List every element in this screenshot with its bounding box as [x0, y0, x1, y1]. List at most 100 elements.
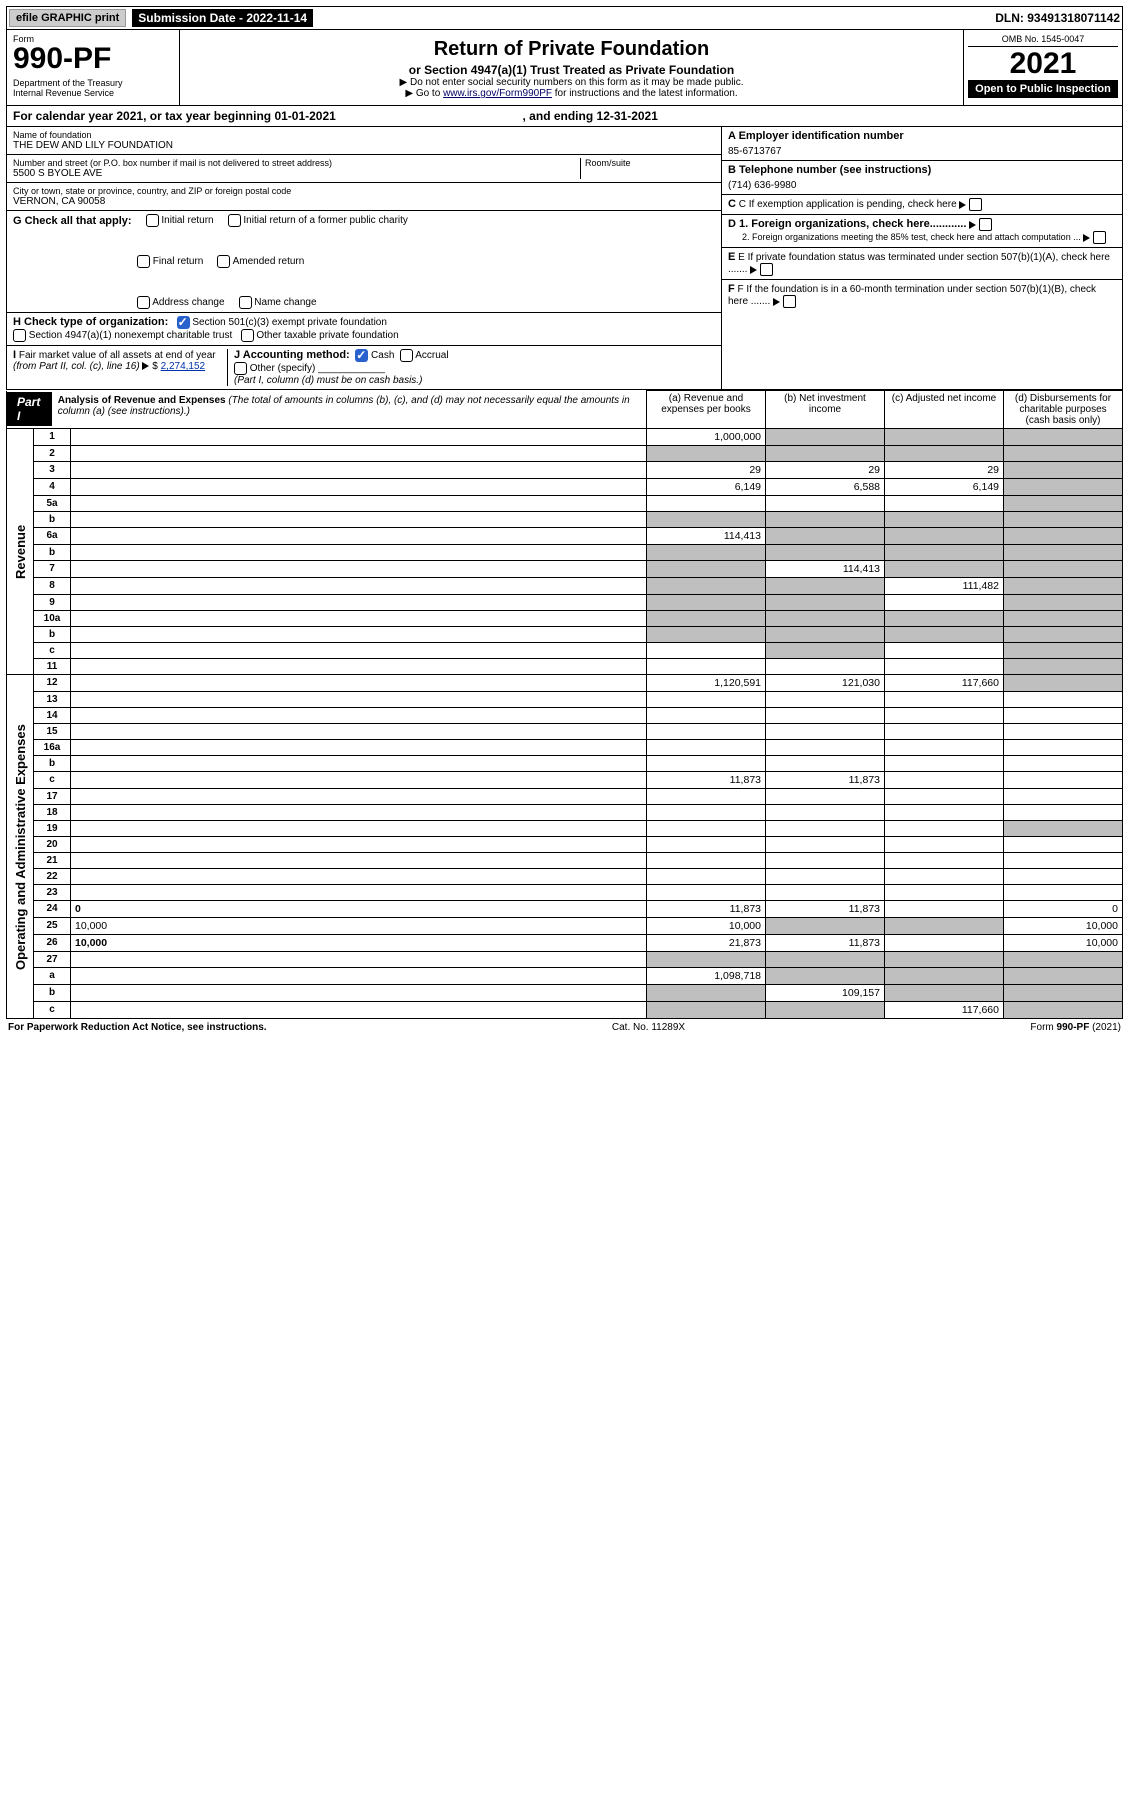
table-row: c [7, 643, 1123, 659]
line-desc [71, 675, 647, 692]
line-desc [71, 659, 647, 675]
cell-c [885, 837, 1004, 853]
cell-b [766, 708, 885, 724]
line-number: 15 [34, 724, 71, 740]
cell-a: 1,098,718 [647, 968, 766, 985]
cell-a [647, 724, 766, 740]
calendar-year-line: For calendar year 2021, or tax year begi… [6, 106, 1123, 127]
j-accrual[interactable]: Accrual [400, 350, 449, 361]
cell-d [1004, 462, 1123, 479]
cell-a: 114,413 [647, 528, 766, 545]
line-desc [71, 578, 647, 595]
expenses-sidelabel: Operating and Administrative Expenses [7, 675, 34, 1019]
cell-a: 11,873 [647, 901, 766, 918]
g-opt-address[interactable]: Address change [137, 296, 225, 309]
cell-d [1004, 643, 1123, 659]
line-desc [71, 446, 647, 462]
efile-button[interactable]: efile GRAPHIC print [9, 9, 126, 27]
year-box: OMB No. 1545-0047 2021 Open to Public In… [963, 30, 1122, 105]
line-number: 22 [34, 869, 71, 885]
cell-a [647, 611, 766, 627]
d1-label: D 1. Foreign organizations, check here..… [728, 218, 966, 230]
cell-c [885, 561, 1004, 578]
line-number: 11 [34, 659, 71, 675]
h-opt-other[interactable]: Other taxable private foundation [241, 330, 399, 341]
cell-b [766, 627, 885, 643]
footer-mid: Cat. No. 11289X [612, 1022, 685, 1033]
name-label: Name of foundation [13, 130, 715, 140]
b-label: B Telephone number (see instructions) [728, 164, 1116, 176]
line-desc [71, 611, 647, 627]
cell-d [1004, 528, 1123, 545]
cell-a [647, 627, 766, 643]
g-opt-initial-former[interactable]: Initial return of a former public charit… [228, 214, 408, 227]
cell-b [766, 578, 885, 595]
line-number: 2 [34, 446, 71, 462]
city-cell: City or town, state or province, country… [7, 183, 721, 211]
cell-d [1004, 479, 1123, 496]
cell-b [766, 724, 885, 740]
c-checkbox[interactable] [969, 198, 982, 211]
d2-checkbox[interactable] [1093, 231, 1106, 244]
h-opt-501c3[interactable]: Section 501(c)(3) exempt private foundat… [177, 317, 387, 328]
line-number: c [34, 643, 71, 659]
table-row: 5a [7, 496, 1123, 512]
line-desc [71, 627, 647, 643]
j-cash[interactable]: Cash [355, 350, 394, 361]
dept-text: Department of the Treasury Internal Reve… [13, 78, 173, 98]
line-desc [71, 885, 647, 901]
table-row: 16a [7, 740, 1123, 756]
cell-b [766, 528, 885, 545]
cell-d: 10,000 [1004, 935, 1123, 952]
arrow-icon [750, 266, 757, 274]
cell-a [647, 885, 766, 901]
j-other[interactable]: Other (specify) [234, 363, 315, 374]
page-footer: For Paperwork Reduction Act Notice, see … [6, 1019, 1123, 1036]
cell-d [1004, 985, 1123, 1002]
line-number: 16a [34, 740, 71, 756]
cell-c [885, 772, 1004, 789]
cell-b [766, 496, 885, 512]
table-row: 2510,00010,00010,000 [7, 918, 1123, 935]
form-note1: ▶ Do not enter social security numbers o… [186, 77, 957, 88]
g-opt-final[interactable]: Final return [137, 255, 203, 268]
cell-d [1004, 789, 1123, 805]
line-desc [71, 968, 647, 985]
table-row: 14 [7, 708, 1123, 724]
form-link[interactable]: www.irs.gov/Form990PF [443, 88, 552, 99]
col-b-head: (b) Net investment income [766, 391, 885, 429]
h-label: H Check type of organization: [13, 316, 168, 328]
cell-b [766, 837, 885, 853]
cell-b [766, 968, 885, 985]
cell-c [885, 528, 1004, 545]
j-note: (Part I, column (d) must be on cash basi… [234, 375, 422, 386]
c-label: C If exemption application is pending, c… [739, 199, 957, 210]
line-desc [71, 837, 647, 853]
part1-table: Part I Analysis of Revenue and Expenses … [6, 390, 1123, 1019]
f-cell: F F If the foundation is in a 60-month t… [722, 280, 1122, 311]
table-row: 46,1496,5886,149 [7, 479, 1123, 496]
cell-d [1004, 659, 1123, 675]
line-desc: 10,000 [71, 918, 647, 935]
line-number: 21 [34, 853, 71, 869]
g-opt-initial[interactable]: Initial return [146, 214, 214, 227]
e-checkbox[interactable] [760, 263, 773, 276]
cell-d: 0 [1004, 901, 1123, 918]
d1-checkbox[interactable] [979, 218, 992, 231]
cell-c [885, 512, 1004, 528]
entity-info: Name of foundation THE DEW AND LILY FOUN… [6, 127, 1123, 390]
f-checkbox[interactable] [783, 295, 796, 308]
fmv-value[interactable]: 2,274,152 [161, 361, 206, 372]
cell-b [766, 512, 885, 528]
g-opt-amended[interactable]: Amended return [217, 255, 304, 268]
cell-c [885, 643, 1004, 659]
cell-d [1004, 869, 1123, 885]
h-opt-4947[interactable]: Section 4947(a)(1) nonexempt charitable … [13, 330, 232, 341]
cell-a: 11,873 [647, 772, 766, 789]
line-number: 7 [34, 561, 71, 578]
note2-post: for instructions and the latest informat… [552, 88, 738, 99]
table-row: b109,157 [7, 985, 1123, 1002]
address-cell: Number and street (or P.O. box number if… [7, 155, 721, 183]
cell-b [766, 952, 885, 968]
g-opt-name[interactable]: Name change [239, 296, 317, 309]
